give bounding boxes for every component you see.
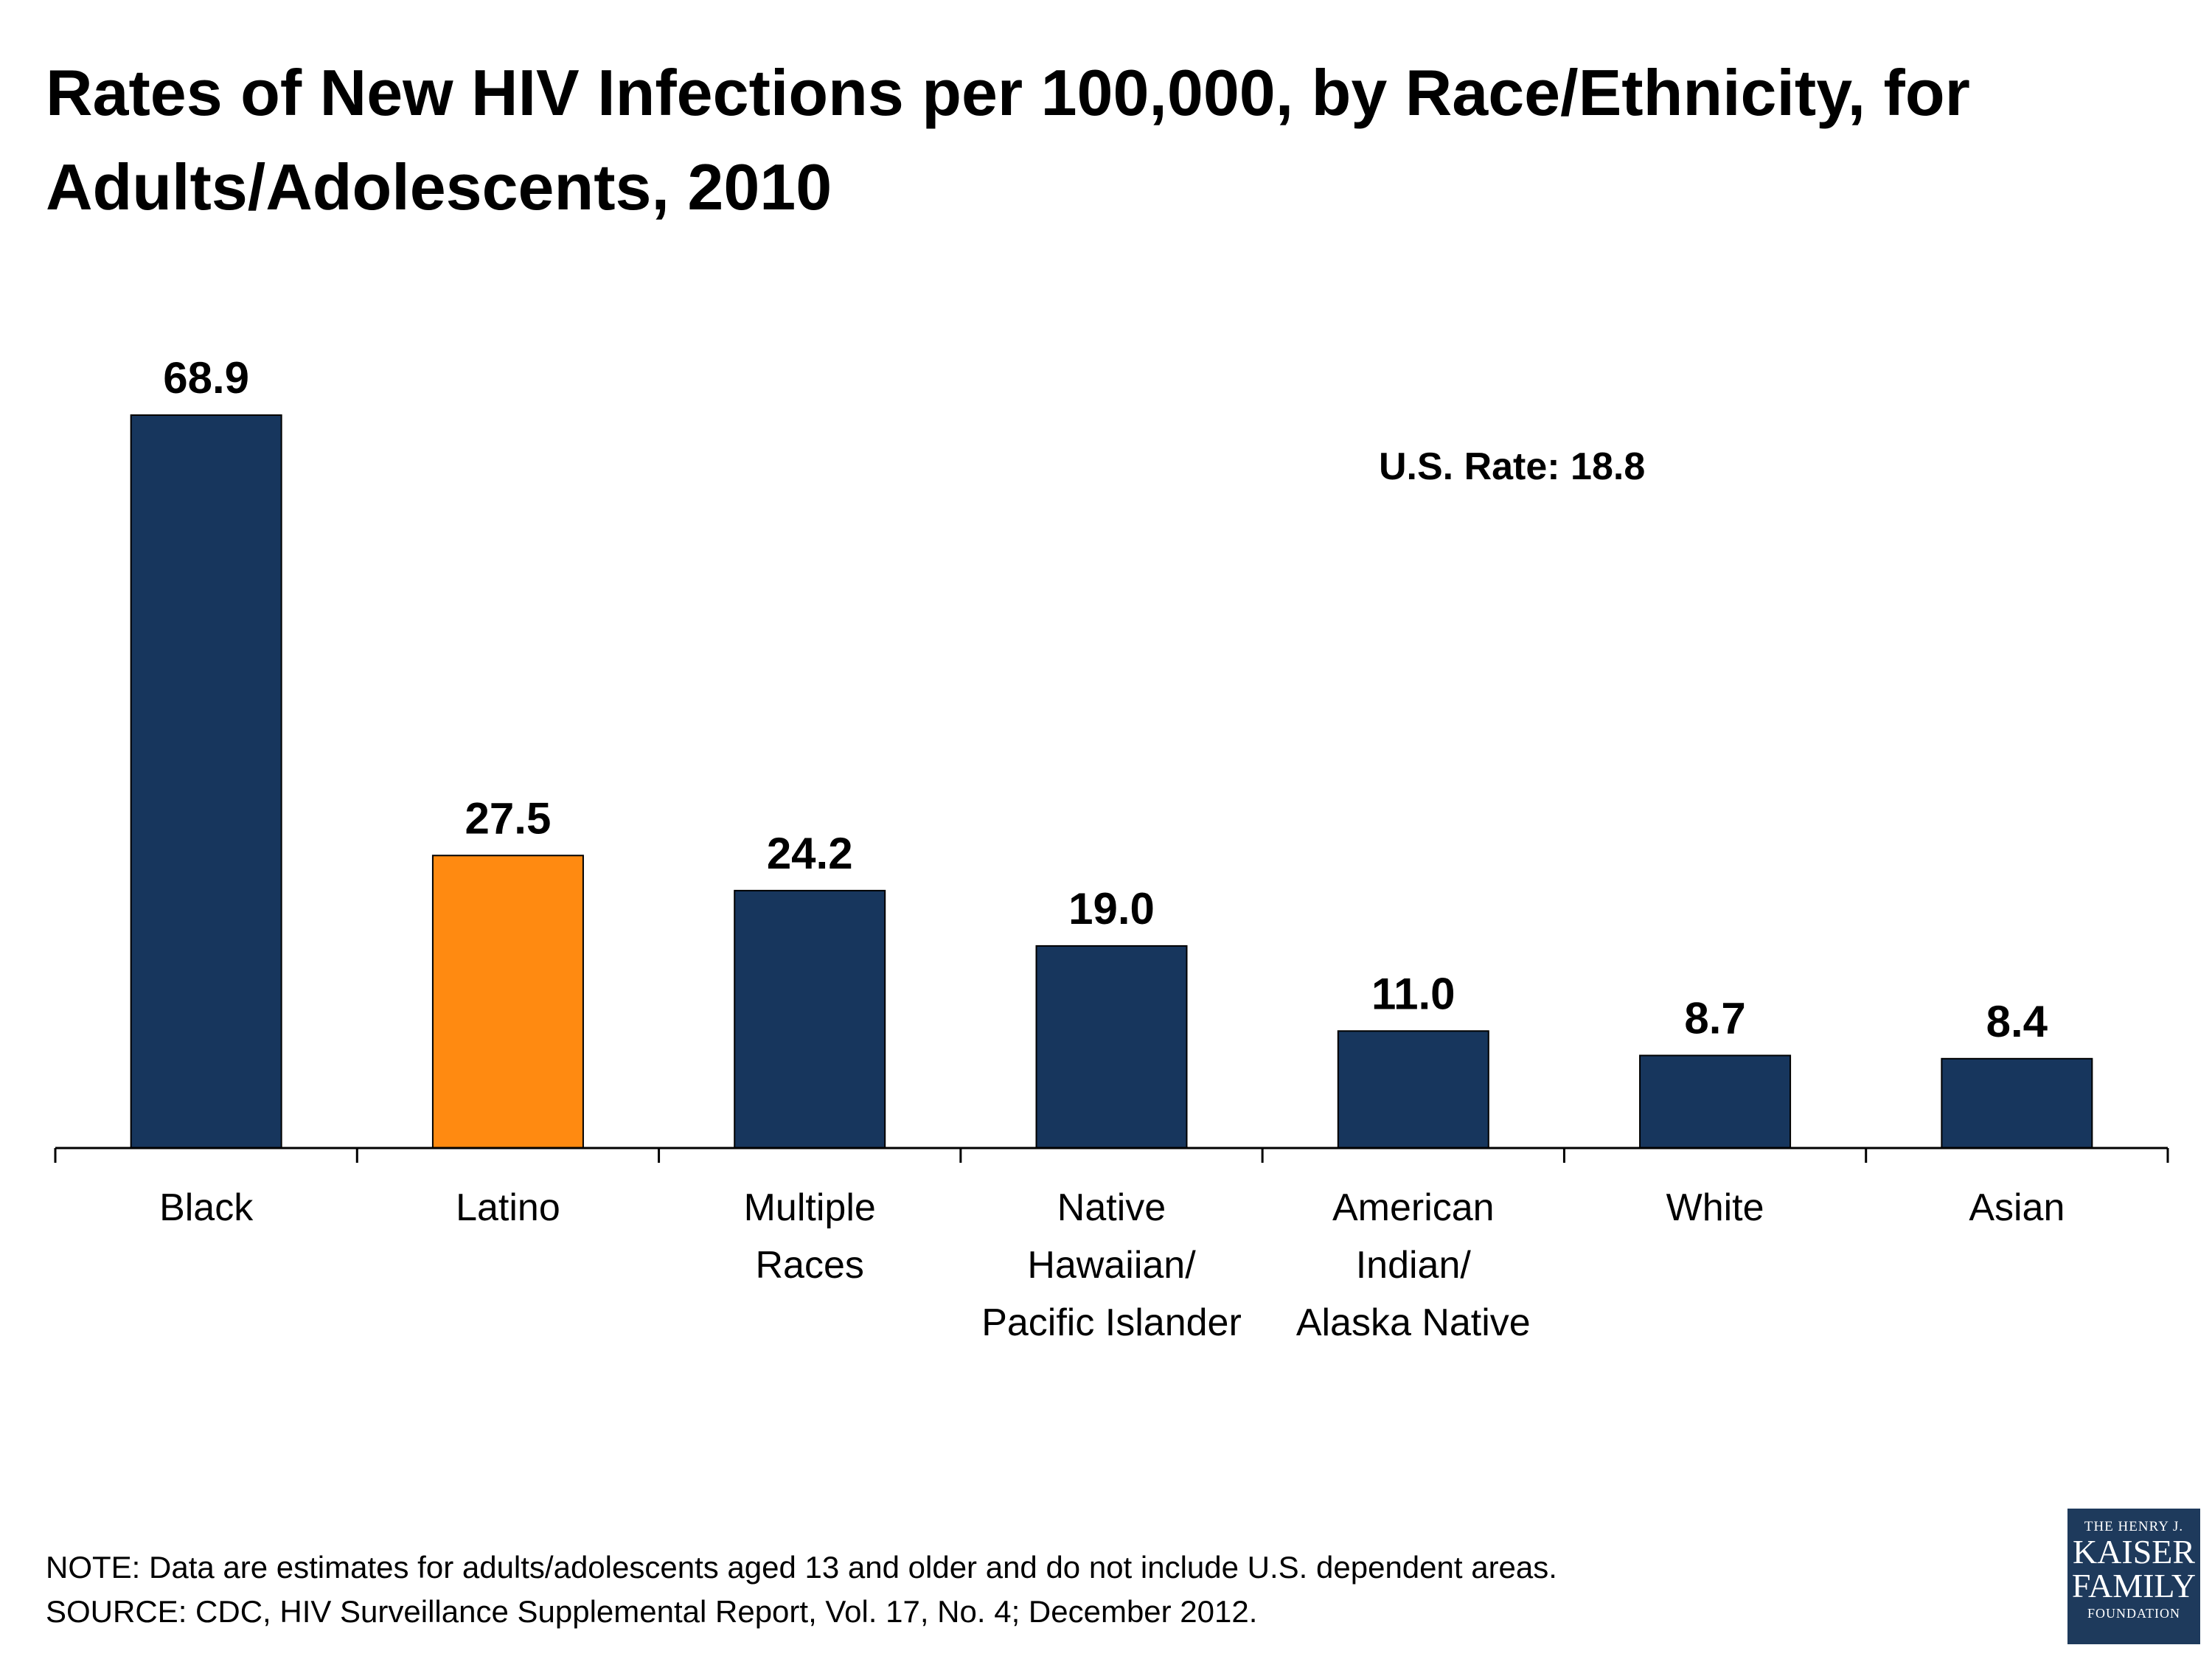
bar-0	[130, 414, 282, 1149]
bar-5	[1639, 1054, 1792, 1150]
category-label-6-0: Asian	[1969, 1186, 2065, 1229]
bar-3	[1035, 945, 1188, 1149]
bar-4	[1337, 1030, 1489, 1150]
value-label-5: 8.7	[1684, 993, 1745, 1043]
category-label-3-0: Native	[1057, 1186, 1166, 1229]
category-label-3-2: Pacific Islander	[981, 1301, 1242, 1344]
value-label-0: 68.9	[163, 353, 249, 403]
kaiser-logo: THE HENRY J. KAISER FAMILY FOUNDATION	[2067, 1509, 2200, 1644]
category-label-4-1: Indian/	[1356, 1244, 1472, 1287]
logo-line-2: KAISER	[2072, 1533, 2196, 1571]
x-axis	[54, 1147, 2169, 1163]
category-label-1-0: Latino	[456, 1186, 560, 1229]
logo-line-1: THE HENRY J.	[2084, 1519, 2184, 1534]
category-label-0-0: Black	[159, 1186, 254, 1229]
bar-2	[734, 889, 886, 1150]
category-label-2-0: Multiple	[744, 1186, 876, 1229]
bar-6	[1941, 1057, 2093, 1149]
value-label-1: 27.5	[465, 793, 552, 843]
labels-group: 68.9 Black 27.5 Latino 24.2 Multiple Races 19.0…	[159, 353, 2065, 1344]
value-label-6: 8.4	[1986, 997, 2048, 1046]
chart-title: Rates of New HIV Infections per 100,000,…	[46, 56, 1970, 223]
us-rate-annotation: U.S. Rate: 18.8	[1379, 445, 1645, 488]
value-label-4: 11.0	[1371, 969, 1455, 1018]
logo-line-3: FAMILY	[2071, 1567, 2197, 1604]
category-label-3-1: Hawaiian/	[1027, 1244, 1196, 1287]
value-label-2: 24.2	[767, 829, 853, 878]
value-label-3: 19.0	[1068, 884, 1155, 933]
category-label-5-0: White	[1666, 1186, 1764, 1229]
bar-1	[431, 855, 584, 1150]
footer-note: NOTE: Data are estimates for adults/adol…	[46, 1550, 1557, 1585]
category-label-4-2: Alaska Native	[1296, 1301, 1531, 1344]
bars-group	[130, 414, 2093, 1150]
logo-line-4: FOUNDATION	[2087, 1606, 2180, 1621]
footer-source: SOURCE: CDC, HIV Surveillance Supplement…	[46, 1594, 1258, 1629]
bar-chart: 68.9 Black 27.5 Latino 24.2 Multiple Races 19.0…	[54, 353, 2169, 1344]
category-label-4-0: American	[1332, 1186, 1495, 1229]
footer: NOTE: Data are estimates for adults/adol…	[46, 1545, 1557, 1634]
category-label-2-1: Races	[756, 1244, 864, 1287]
